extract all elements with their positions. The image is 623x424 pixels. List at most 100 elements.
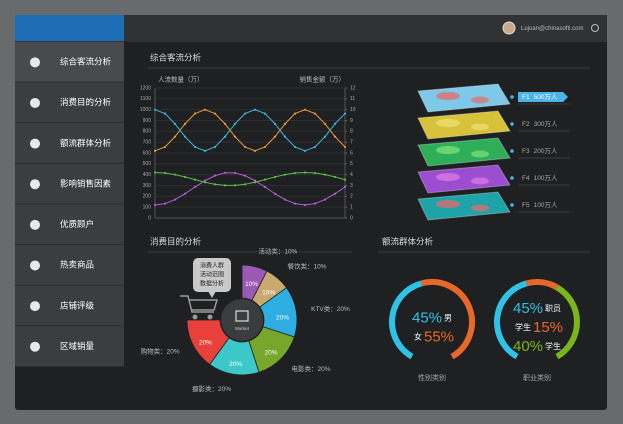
- nav-label[interactable]: 消费目的分析: [60, 97, 112, 107]
- nav-label[interactable]: 额流群体分析: [60, 138, 112, 148]
- donut-category: 学生: [545, 341, 561, 351]
- donut-arc[interactable]: [389, 280, 423, 360]
- line-point: [153, 171, 157, 174]
- heat-spot: [471, 177, 489, 185]
- pie-center: [221, 299, 263, 341]
- nav-icon: [30, 301, 40, 312]
- donut-value: 45%: [513, 300, 543, 317]
- donut-category: 职员: [545, 304, 561, 313]
- line-point: [243, 174, 247, 177]
- heat-spot: [436, 200, 460, 208]
- line-point: [323, 122, 327, 125]
- donut-arc[interactable]: [420, 279, 475, 360]
- donut-arc[interactable]: [555, 284, 580, 360]
- line-point: [313, 145, 317, 149]
- line-point: [333, 122, 337, 125]
- nav-icon: [30, 179, 40, 190]
- market-icon: [235, 310, 249, 322]
- line-point: [263, 145, 267, 149]
- line-point: [333, 175, 337, 179]
- chart-title: 综合客流分析: [150, 52, 202, 62]
- slice-category-label: 电影类：20%: [291, 364, 330, 373]
- line-point: [163, 145, 167, 149]
- line-point: [193, 178, 197, 181]
- slice-category-label: 活动类：10%: [258, 247, 297, 256]
- line-point: [153, 149, 157, 152]
- donut-arc[interactable]: [494, 280, 528, 360]
- y-tick-label: 700: [143, 139, 152, 145]
- line-point: [233, 171, 237, 174]
- line-point: [283, 173, 287, 176]
- nav-label[interactable]: 影响销售因素: [60, 178, 112, 188]
- heat-spot: [471, 96, 489, 104]
- floor-label[interactable]: F5 100万人: [522, 201, 558, 209]
- line-point: [173, 173, 177, 176]
- floor-value: 100万人: [534, 201, 558, 209]
- line-series: [154, 172, 346, 206]
- line-point: [253, 149, 257, 152]
- nav-label[interactable]: 优质顾户: [60, 219, 94, 229]
- line-point: [253, 108, 257, 111]
- nav-label[interactable]: 区域销量: [60, 341, 95, 351]
- slice-value-label: 20%: [229, 361, 242, 368]
- line-point: [313, 202, 317, 205]
- donut-arc[interactable]: [525, 279, 559, 291]
- slice-category-label: KTV类：20%: [311, 304, 350, 313]
- floor-value: 100万人: [534, 174, 558, 182]
- slice-category-label: 餐饮类：10%: [287, 261, 326, 270]
- callout-line: 消费人群: [200, 262, 224, 270]
- line-point: [303, 108, 307, 111]
- floor-map: [417, 83, 511, 113]
- floor-map: [417, 137, 511, 167]
- nav-label[interactable]: 店铺评级: [60, 300, 95, 310]
- floor-label[interactable]: F4 100万人: [522, 174, 558, 182]
- floor-label[interactable]: F1 500万人: [522, 93, 558, 101]
- cart-wheel: [192, 314, 198, 320]
- slice-value-label: 10%: [245, 281, 258, 288]
- line-point: [163, 202, 167, 205]
- heat-spot: [436, 146, 460, 154]
- y-tick-label: 1000: [140, 107, 151, 113]
- line-point: [303, 203, 307, 207]
- line-point: [193, 145, 197, 149]
- donut-row: 45% 职员: [513, 300, 561, 317]
- line-point: [293, 112, 297, 115]
- line-point: [163, 171, 167, 175]
- line-point: [333, 135, 337, 138]
- slice-value-label: 20%: [264, 350, 277, 357]
- donut-caption: 性别类别: [418, 373, 446, 382]
- line-point: [263, 112, 267, 115]
- nav-label[interactable]: 综合客流分析: [60, 57, 112, 67]
- y2-tick-label: 6: [350, 150, 353, 156]
- y2-tick-label: 12: [350, 85, 356, 91]
- line-point: [293, 145, 297, 149]
- line-point: [253, 181, 257, 184]
- floor-label[interactable]: F3 200万人: [522, 147, 558, 155]
- y-tick-label: 800: [143, 129, 152, 135]
- panel: [15, 15, 607, 410]
- line-point: [303, 149, 307, 152]
- donut-category: 男: [444, 314, 452, 323]
- y2-tick-label: 11: [350, 96, 355, 102]
- donut-category: 女: [414, 332, 422, 342]
- nav-label[interactable]: 热卖商品: [60, 260, 94, 270]
- user-email[interactable]: Lujuan@chinasofti.com: [521, 26, 583, 32]
- floor-name: F5: [522, 202, 530, 209]
- avatar[interactable]: [502, 21, 516, 35]
- floor-label[interactable]: F2 300万人: [522, 120, 558, 128]
- dropdown-icon[interactable]: [591, 24, 599, 32]
- slice-value-label: 20%: [199, 339, 212, 346]
- line-point: [283, 122, 287, 125]
- heat-spot: [471, 204, 489, 212]
- y2-tick-label: 9: [350, 118, 353, 124]
- pie-slice[interactable]: [186, 319, 230, 366]
- line-point: [193, 112, 197, 115]
- line-point: [323, 198, 327, 201]
- floor-map: [417, 164, 511, 194]
- line-point: [183, 135, 187, 138]
- floor-map: [417, 191, 511, 221]
- logo-block: [15, 15, 124, 41]
- line-point: [203, 179, 207, 182]
- line-point: [263, 185, 267, 189]
- callout-line: 活动范围: [200, 271, 224, 279]
